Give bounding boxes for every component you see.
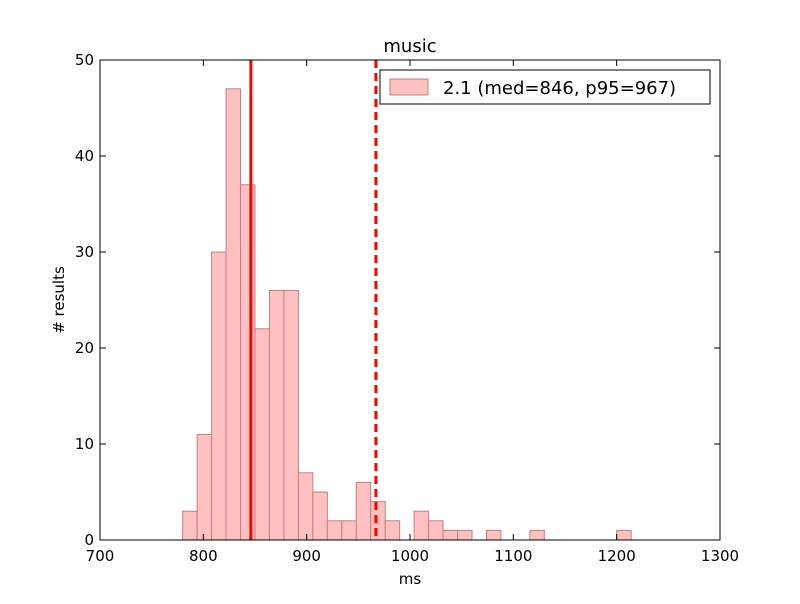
histogram-bar <box>442 529 459 541</box>
histogram-bar <box>384 520 401 541</box>
y-tick-label: 30 <box>75 243 94 261</box>
x-tick-label: 1300 <box>701 547 739 565</box>
histogram-bar <box>529 529 545 541</box>
histogram-bar <box>182 510 198 541</box>
x-axis-ticks: 700 800 900 1000 1100 1200 1300 <box>86 60 739 565</box>
x-tick-label: 800 <box>189 547 218 565</box>
histogram-bar <box>485 529 502 541</box>
plot-frame <box>99 59 721 541</box>
y-tick-label: 0 <box>84 531 94 549</box>
x-tick-label: 700 <box>86 547 115 565</box>
legend: 2.1 (med=846, p95=967) <box>379 69 711 105</box>
histogram-bar <box>240 184 256 541</box>
histogram-bar <box>326 520 343 541</box>
y-axis-label: # results <box>50 266 68 334</box>
histogram-bar <box>370 501 386 541</box>
histogram-bar <box>341 520 357 541</box>
histogram-bar <box>283 289 299 541</box>
y-tick-label: 40 <box>75 147 94 165</box>
x-axis-label: ms <box>399 570 422 588</box>
legend-swatch <box>389 78 429 96</box>
histogram-bar <box>312 491 328 541</box>
x-tick-label: 900 <box>292 547 321 565</box>
x-tick-label: 1100 <box>494 547 532 565</box>
histogram-bar <box>616 529 632 541</box>
histogram-bar <box>196 433 213 541</box>
y-tick-label: 10 <box>75 435 94 453</box>
histogram-bar <box>254 328 270 541</box>
histogram-bar <box>297 472 314 541</box>
legend-box <box>379 69 711 105</box>
histogram-bar <box>268 289 285 541</box>
legend-label: 2.1 (med=846, p95=967) <box>443 78 676 99</box>
histogram-bar <box>428 520 444 541</box>
histogram-bar <box>457 529 473 541</box>
histogram-bar <box>225 88 242 541</box>
x-tick-label: 1200 <box>598 547 636 565</box>
chart-title: music <box>383 36 436 57</box>
reference-lines-group <box>249 60 378 540</box>
y-axis-ticks: 0 10 20 30 40 50 <box>75 51 720 549</box>
y-tick-label: 20 <box>75 339 94 357</box>
histogram-bar <box>413 510 430 541</box>
x-tick-label: 1000 <box>391 547 429 565</box>
histogram-bar <box>211 251 227 541</box>
y-tick-label: 50 <box>75 51 94 69</box>
histogram-bar <box>355 481 372 541</box>
